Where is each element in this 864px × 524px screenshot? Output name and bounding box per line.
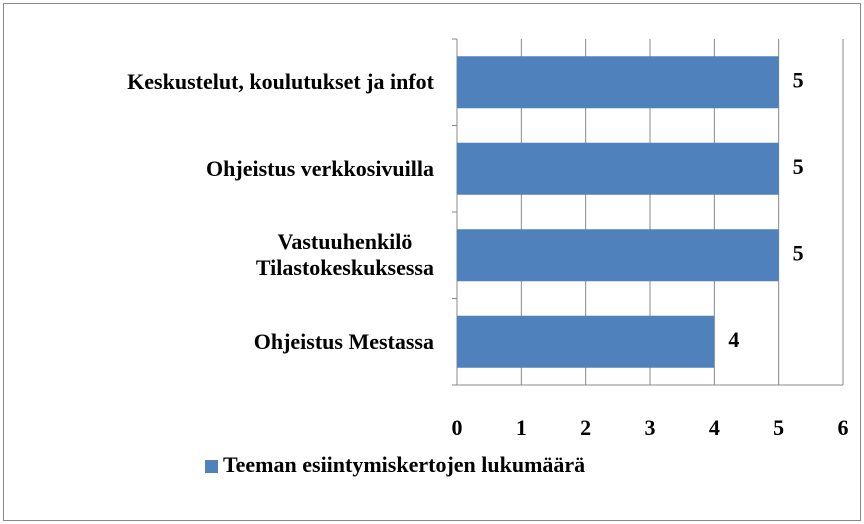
y-tick-label-box: Keskustelut, koulutukset ja infot [14, 42, 434, 122]
y-tick-label-box: Ohjeistus verkkosivuilla [14, 129, 434, 209]
data-label: 5 [793, 240, 804, 265]
data-label: 4 [728, 327, 739, 352]
y-tick-label: Ohjeistus verkkosivuilla [206, 155, 434, 181]
bar [457, 56, 779, 109]
bar [457, 315, 715, 368]
legend-label: Teeman esiintymiskertojen lukumäärä [223, 452, 585, 477]
x-tick-label: 5 [773, 415, 784, 440]
y-tick-label: Keskustelut, koulutukset ja infot [127, 69, 434, 95]
x-tick-label: 2 [580, 415, 591, 440]
data-label: 5 [793, 154, 804, 179]
x-tick-label: 4 [709, 415, 720, 440]
x-tick-label: 1 [516, 415, 527, 440]
y-tick-label: Ohjeistus Mestassa [253, 328, 434, 354]
x-tick-label: 0 [452, 415, 463, 440]
x-tick-label: 6 [838, 415, 849, 440]
bar [457, 229, 779, 282]
y-tick-label-box: Ohjeistus Mestassa [14, 302, 434, 382]
legend-swatch [205, 460, 218, 473]
x-tick-label: 3 [645, 415, 656, 440]
bar [457, 142, 779, 195]
y-tick-label: Vastuuhenkilö Tilastokeskuksessa [255, 229, 434, 281]
y-tick-label-box: Vastuuhenkilö Tilastokeskuksessa [14, 215, 434, 295]
frame [3, 3, 861, 521]
data-label: 5 [793, 67, 804, 92]
